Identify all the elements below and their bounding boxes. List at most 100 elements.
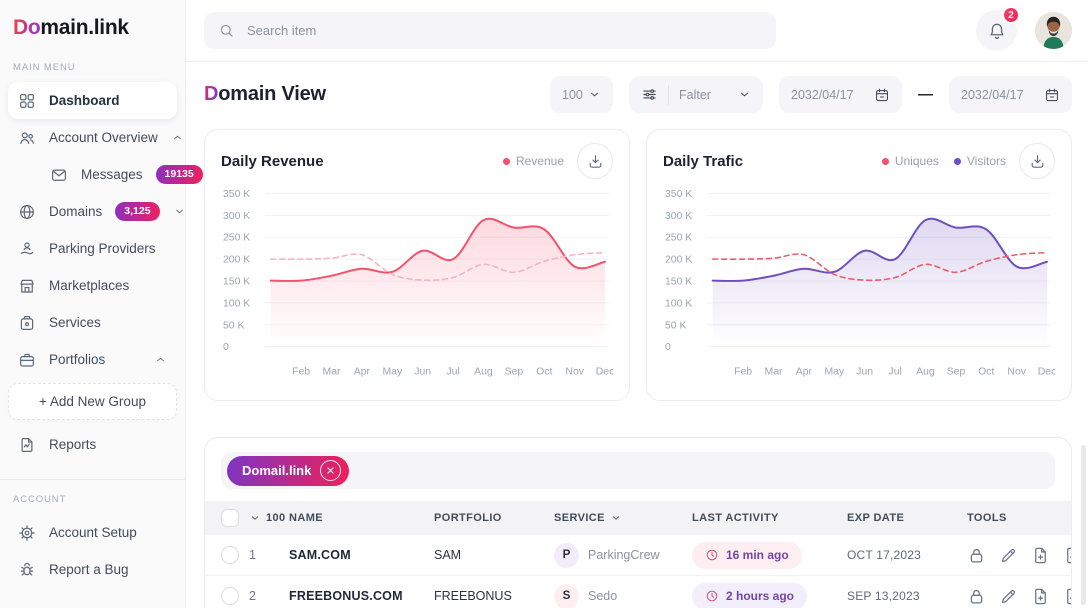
sidebar-item-marketplaces[interactable]: Marketplaces bbox=[8, 267, 177, 304]
row-tools bbox=[967, 546, 1071, 565]
svg-text:May: May bbox=[382, 367, 402, 378]
lock-button[interactable] bbox=[967, 546, 986, 565]
svg-text:300 K: 300 K bbox=[223, 211, 250, 222]
search-input[interactable] bbox=[204, 12, 776, 49]
svg-text:Aug: Aug bbox=[916, 367, 935, 378]
chevron-down-icon bbox=[610, 512, 622, 524]
sidebar-item-label: Parking Providers bbox=[49, 241, 156, 256]
search-field[interactable] bbox=[245, 22, 762, 39]
file-export-button[interactable] bbox=[1063, 587, 1071, 606]
main-area: 2 Domain View 100 bbox=[186, 0, 1088, 608]
svg-text:150 K: 150 K bbox=[223, 276, 250, 287]
chevron-down-icon bbox=[588, 88, 601, 101]
filter-value: Falter bbox=[679, 87, 711, 102]
page-size-select[interactable]: 100 bbox=[550, 76, 613, 113]
row-number: 1 bbox=[249, 548, 256, 562]
service-cell: S Sedo bbox=[554, 583, 692, 608]
service-cell: P ParkingCrew bbox=[554, 542, 692, 568]
svg-text:250 K: 250 K bbox=[223, 233, 250, 244]
date-to-input[interactable]: 2032/04/17 bbox=[949, 76, 1072, 113]
grid-icon bbox=[18, 92, 36, 110]
file-export-button[interactable] bbox=[1063, 546, 1071, 565]
column-service-sort[interactable]: SERVICE bbox=[554, 512, 692, 524]
sidebar-item-label: Services bbox=[49, 315, 101, 330]
sidebar-item-messages[interactable]: Messages 19135 bbox=[40, 156, 203, 193]
parking-provider-icon bbox=[18, 240, 36, 258]
legend-label: Revenue bbox=[515, 154, 564, 168]
sidebar-item-account-setup[interactable]: Account Setup bbox=[8, 514, 177, 551]
scrollbar[interactable] bbox=[1081, 445, 1086, 605]
page-title: Domain View bbox=[204, 76, 326, 113]
sidebar-item-portfolios[interactable]: Portfolios bbox=[8, 341, 177, 378]
close-icon bbox=[326, 466, 335, 475]
chevron-up-icon bbox=[171, 131, 184, 144]
row-tools bbox=[967, 587, 1071, 606]
sidebar-divider bbox=[0, 479, 185, 480]
svg-text:350 K: 350 K bbox=[223, 189, 250, 200]
lock-button[interactable] bbox=[967, 587, 986, 606]
rows-count-dropdown[interactable]: 100 bbox=[249, 512, 289, 524]
lock-icon bbox=[967, 587, 986, 606]
sidebar-item-add-new-group[interactable]: + Add New Group bbox=[8, 383, 177, 420]
sidebar-item-account-overview[interactable]: Account Overview bbox=[8, 119, 181, 156]
count-badge: 19135 bbox=[155, 165, 203, 184]
last-activity-badge: 2 hours ago bbox=[692, 582, 808, 608]
select-all-checkbox[interactable] bbox=[221, 509, 239, 527]
filter-tag[interactable]: Domail.link bbox=[227, 455, 350, 486]
date-range-separator: — bbox=[918, 86, 933, 103]
date-to-value: 2032/04/17 bbox=[961, 87, 1024, 102]
chart-header: Daily Trafic Uniques Visitors bbox=[663, 143, 1055, 179]
sidebar-item-parking-providers[interactable]: Parking Providers bbox=[8, 230, 177, 267]
date-from-input[interactable]: 2032/04/17 bbox=[779, 76, 902, 113]
pencil-button[interactable] bbox=[999, 546, 1018, 565]
legend-label: Visitors bbox=[966, 154, 1006, 168]
avatar[interactable] bbox=[1035, 12, 1072, 49]
svg-text:Nov: Nov bbox=[1007, 367, 1026, 378]
domain-name: SAM.COM bbox=[289, 548, 351, 562]
app-logo: Domain.link bbox=[0, 0, 185, 60]
remove-tag-button[interactable] bbox=[320, 460, 342, 481]
logo-prefix: Do bbox=[13, 16, 41, 39]
notifications-button[interactable]: 2 bbox=[976, 6, 1020, 51]
legend-item: Revenue bbox=[502, 154, 564, 168]
pencil-button[interactable] bbox=[999, 587, 1018, 606]
bell-icon bbox=[987, 21, 1007, 41]
file-plus-button[interactable] bbox=[1031, 546, 1050, 565]
svg-text:0: 0 bbox=[665, 342, 671, 353]
calendar-icon bbox=[1044, 87, 1060, 103]
row-checkbox[interactable] bbox=[221, 546, 239, 564]
sidebar-item-label: Domains bbox=[49, 204, 103, 219]
svg-text:Dec: Dec bbox=[1038, 367, 1055, 378]
file-plus-button[interactable] bbox=[1031, 587, 1050, 606]
legend-label: Uniques bbox=[894, 154, 939, 168]
last-activity-text: 2 hours ago bbox=[726, 589, 795, 603]
sidebar-item-services[interactable]: Services bbox=[8, 304, 177, 341]
download-chart-button[interactable] bbox=[1019, 143, 1055, 179]
chart-card-daily-trafic: Daily Trafic Uniques Visitors 350 K 300 K 2… bbox=[646, 129, 1072, 401]
sidebar-item-label: Dashboard bbox=[49, 93, 120, 108]
chart-legend: Revenue bbox=[502, 154, 564, 168]
svg-text:350 K: 350 K bbox=[665, 189, 692, 200]
exp-date: SEP 13,2023 bbox=[847, 589, 920, 603]
download-chart-button[interactable] bbox=[577, 143, 613, 179]
svg-text:50 K: 50 K bbox=[665, 320, 687, 331]
report-icon bbox=[18, 436, 36, 454]
services-icon bbox=[18, 314, 36, 332]
storefront-icon bbox=[18, 277, 36, 295]
sidebar-item-reports[interactable]: Reports bbox=[8, 426, 177, 463]
sidebar-item-report-a-bug[interactable]: Report a Bug bbox=[8, 551, 177, 588]
download-icon bbox=[1029, 153, 1046, 170]
chevron-down-icon bbox=[249, 512, 261, 524]
service-initial-badge: S bbox=[554, 583, 579, 608]
legend-dot bbox=[881, 157, 889, 165]
svg-text:Oct: Oct bbox=[978, 367, 994, 378]
row-checkbox[interactable] bbox=[221, 587, 239, 605]
filter-select[interactable]: Falter bbox=[629, 76, 763, 113]
chart-card-daily-revenue: Daily Revenue Revenue 350 K 300 K 250 K 200… bbox=[204, 129, 630, 401]
sidebar-item-domains[interactable]: Domains 3,125 bbox=[8, 193, 183, 230]
sidebar-item-dashboard[interactable]: Dashboard bbox=[8, 82, 177, 119]
date-from-value: 2032/04/17 bbox=[791, 87, 854, 102]
sidebar-item-label: + Add New Group bbox=[39, 394, 146, 409]
globe-icon bbox=[18, 203, 36, 221]
main-menu-label: MAIN MENU bbox=[13, 62, 76, 73]
